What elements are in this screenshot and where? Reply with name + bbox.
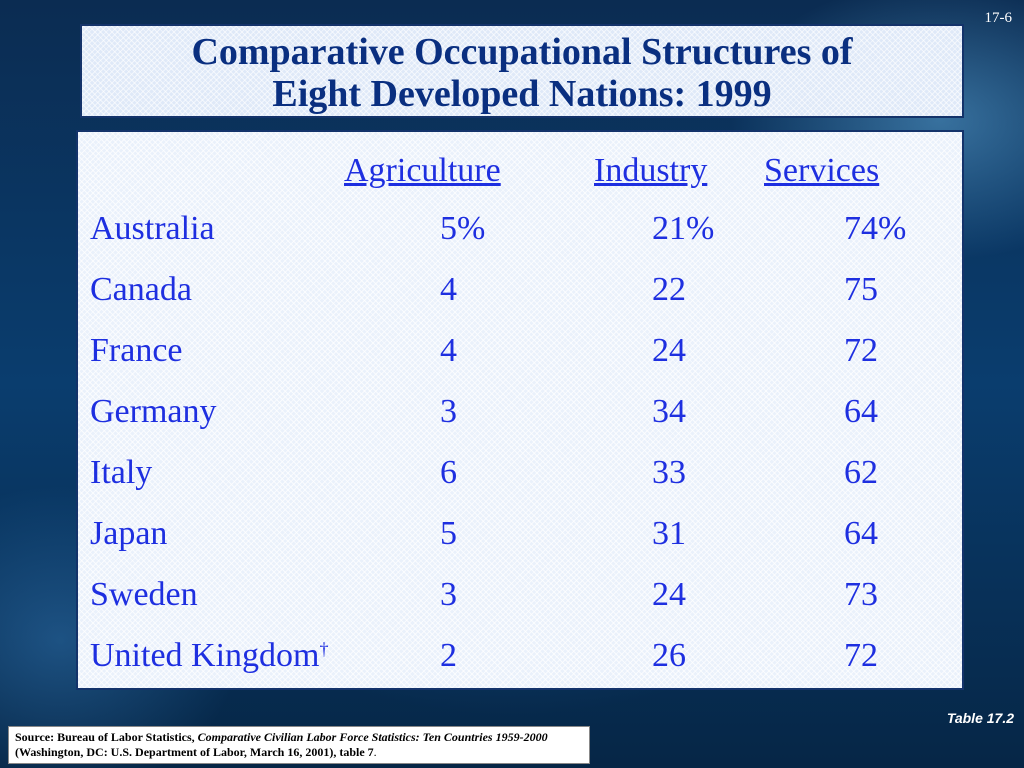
title-line-1: Comparative Occupational Structures of: [191, 31, 853, 73]
occupation-table: Agriculture Industry Services Australia …: [76, 130, 964, 690]
agriculture-cell: 4: [440, 332, 457, 369]
agriculture-cell: 5: [440, 515, 457, 552]
industry-cell: 22: [652, 271, 686, 308]
country-cell: Australia: [90, 210, 215, 247]
industry-cell: 33: [652, 454, 686, 491]
industry-cell: 31: [652, 515, 686, 552]
table-row: Italy 6 33 62: [78, 454, 962, 514]
table-row: Australia 5% 21% 74%: [78, 210, 962, 270]
country-cell: United Kingdom†: [90, 637, 328, 675]
industry-cell: 21%: [652, 210, 715, 247]
services-cell: 75: [844, 271, 878, 308]
header-agriculture: Agriculture: [344, 152, 501, 189]
country-cell: Italy: [90, 454, 153, 491]
slide-number: 17-6: [984, 10, 1013, 26]
country-cell: Canada: [90, 271, 192, 308]
table-row: Sweden 3 24 73: [78, 576, 962, 636]
industry-cell: 34: [652, 393, 686, 430]
table-row: Germany 3 34 64: [78, 393, 962, 453]
agriculture-cell: 6: [440, 454, 457, 491]
country-name: United Kingdom: [90, 637, 320, 674]
source-note: Source: Bureau of Labor Statistics, Comp…: [8, 726, 590, 764]
industry-cell: 24: [652, 332, 686, 369]
industry-cell: 26: [652, 637, 686, 674]
services-cell: 72: [844, 637, 878, 674]
country-cell: Japan: [90, 515, 168, 552]
country-cell: Germany: [90, 393, 217, 430]
source-prefix: Source: Bureau of Labor Statistics,: [15, 730, 198, 744]
services-cell: 64: [844, 515, 878, 552]
agriculture-cell: 4: [440, 271, 457, 308]
footnote-mark: †: [319, 639, 329, 659]
agriculture-cell: 2: [440, 637, 457, 674]
source-suffix: (Washington, DC: U.S. Department of Labo…: [15, 745, 374, 759]
table-row: France 4 24 72: [78, 332, 962, 392]
header-services: Services: [764, 152, 880, 189]
source-period: .: [373, 745, 377, 759]
agriculture-cell: 5%: [440, 210, 486, 247]
agriculture-cell: 3: [440, 393, 457, 430]
services-cell: 62: [844, 454, 878, 491]
table-label: Table 17.2: [946, 710, 1014, 726]
services-cell: 73: [844, 576, 878, 613]
table-row: Japan 5 31 64: [78, 515, 962, 575]
country-cell: France: [90, 332, 183, 369]
country-cell: Sweden: [90, 576, 198, 613]
services-cell: 74%: [844, 210, 907, 247]
source-title: Comparative Civilian Labor Force Statist…: [197, 730, 548, 744]
table-row: Canada 4 22 75: [78, 271, 962, 331]
table-row: United Kingdom† 2 26 72: [78, 637, 962, 697]
agriculture-cell: 3: [440, 576, 457, 613]
title-line-2: Eight Developed Nations: 1999: [272, 73, 772, 115]
services-cell: 72: [844, 332, 878, 369]
services-cell: 64: [844, 393, 878, 430]
header-industry: Industry: [594, 152, 708, 189]
slide-title: Comparative Occupational Structures of E…: [80, 24, 964, 118]
industry-cell: 24: [652, 576, 686, 613]
